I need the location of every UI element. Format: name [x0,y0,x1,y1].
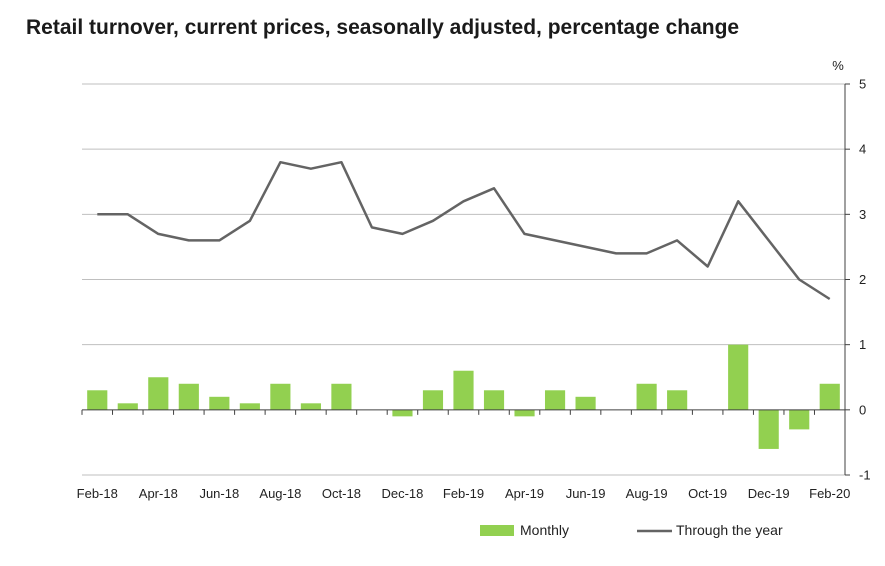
bar-monthly-Dec-18 [392,409,413,417]
bar-monthly-Sep-18 [300,403,321,410]
x-tick-label-Jun-19: Jun-19 [566,486,606,501]
y-tick-label: 1 [859,337,866,352]
bar-monthly-Aug-19 [636,383,657,410]
bar-monthly-Oct-18 [331,383,352,410]
x-tick-label-Feb-19: Feb-19 [443,486,484,501]
bar-monthly-May-18 [178,383,199,410]
line-through-the-year [97,160,831,301]
bar-monthly-Apr-18 [148,377,169,410]
x-tick-label-Apr-18: Apr-18 [139,486,178,501]
legend-monthly-label: Monthly [520,522,569,538]
x-tick-label-Aug-18: Aug-18 [259,486,301,501]
x-tick-label-Oct-18: Oct-18 [322,486,361,501]
x-tick-labels: Feb-18 Apr-18 Jun-18 Aug-18 Oct-18 Dec-18 Feb-… [77,486,851,501]
x-tick-label-Dec-18: Dec-18 [381,486,423,501]
bar-monthly-Feb-18 [87,390,108,410]
x-tick-label-Feb-18: Feb-18 [77,486,118,501]
bar-monthly-Feb-20 [819,383,840,410]
y-tick-labels: -1 0 1 2 3 4 5 [859,77,871,483]
y-axis-unit-label: % [832,58,844,73]
x-tick-label-Aug-19: Aug-19 [626,486,668,501]
bar-monthly-Jan-19 [422,390,444,410]
y-tick-label: 0 [859,402,866,417]
x-tick-label-Apr-19: Apr-19 [505,486,544,501]
x-tick-label-Dec-19: Dec-19 [748,486,790,501]
through-the-year-line [97,160,831,301]
bar-monthly-Jan-20 [789,409,810,430]
legend-monthly-swatch [480,525,514,536]
bar-monthly-Aug-18 [270,383,291,410]
bar-monthly-Jul-18 [239,403,260,410]
x-tick-label-Feb-20: Feb-20 [809,486,850,501]
bar-monthly-Sep-19 [667,390,688,410]
monthly-bars [87,344,840,449]
y-tick-label: 2 [859,272,866,287]
bar-monthly-Apr-19 [514,409,535,417]
gridlines [82,83,845,476]
bar-monthly-Mar-19 [483,390,505,410]
bar-monthly-May-19 [544,390,566,410]
legend-through-the-year-label: Through the year [676,522,783,538]
bar-monthly-Jun-19 [575,396,596,410]
y-tick-label: 5 [859,77,866,92]
bar-monthly-Feb-19 [453,370,474,410]
chart-title: Retail turnover, current prices, seasona… [26,16,740,39]
legend: Monthly Through the year [480,522,783,538]
x-tick-label-Jun-18: Jun-18 [199,486,239,501]
bar-monthly-Nov-19 [728,344,749,410]
bar-monthly-Dec-19 [758,409,779,449]
x-tick-label-Oct-19: Oct-19 [688,486,727,501]
y-tick-label: 3 [859,207,866,222]
axes [81,83,850,476]
y-tick-label: 4 [859,142,866,157]
bar-monthly-Jun-18 [209,396,230,410]
bar-monthly-Mar-18 [117,403,138,410]
y-tick-label: -1 [859,468,871,483]
